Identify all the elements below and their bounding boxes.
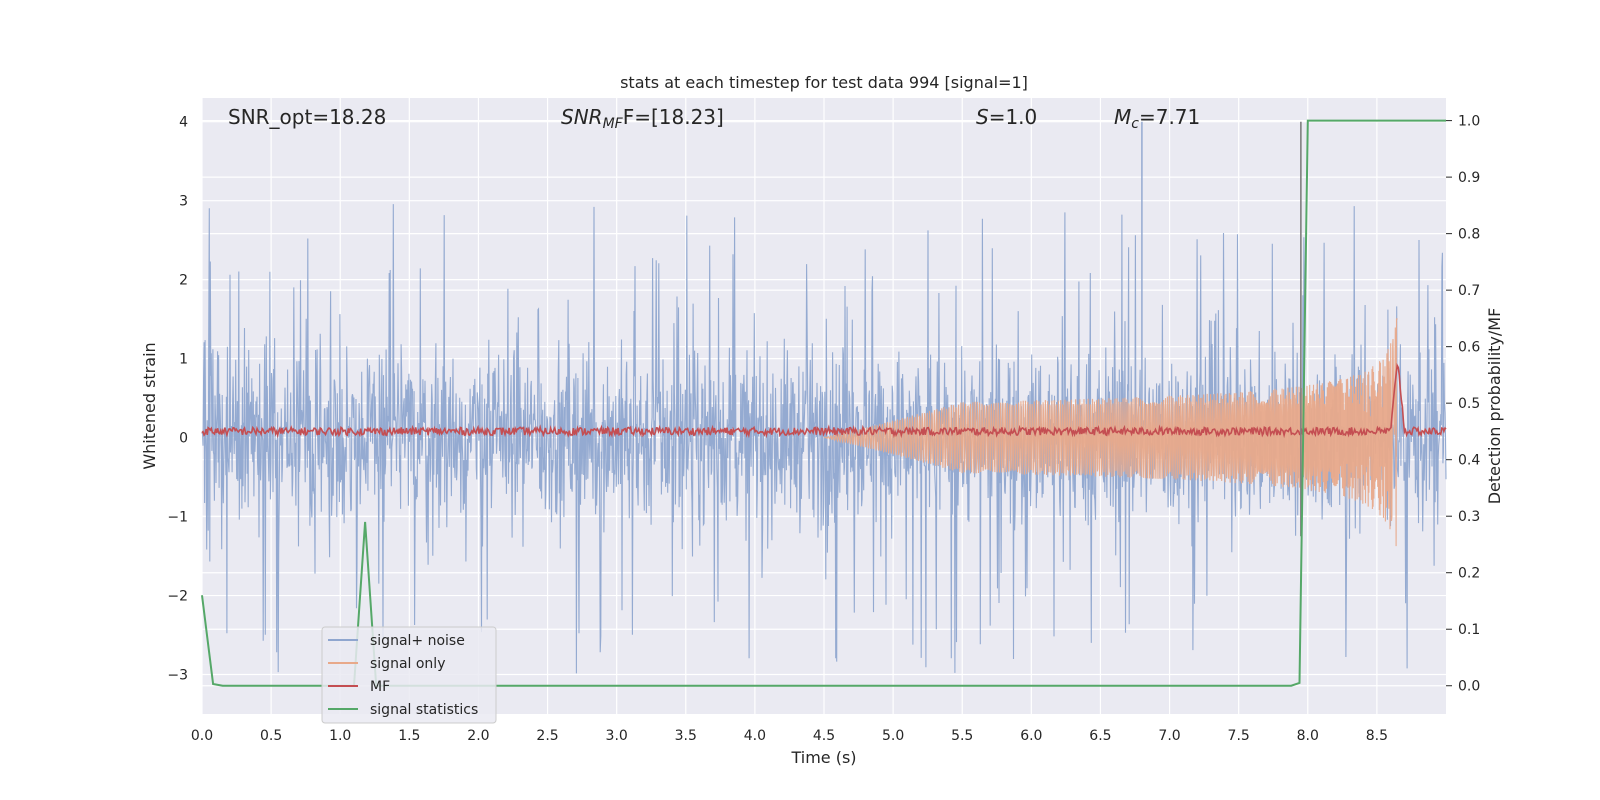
x-tick-label-7: 3.5 (675, 728, 697, 744)
right-y-tick-label-8: 0.8 (1458, 227, 1480, 243)
x-tick-label-14: 7.0 (1158, 728, 1180, 744)
y-axis-label: Whitened strain (140, 342, 159, 469)
annotation-snr-opt: SNR_opt=18.28 (228, 105, 386, 129)
x-tick-label-17: 8.5 (1366, 728, 1388, 744)
right-y-axis-label: Detection probability/MF (1485, 308, 1504, 505)
x-tick-label-6: 3.0 (606, 728, 628, 744)
plot-series (201, 119, 1447, 687)
y-tick-label-6: 3 (179, 194, 188, 210)
x-tick-label-5: 2.5 (536, 728, 558, 744)
x-tick-label-10: 5.0 (882, 728, 904, 744)
legend-label-mf: MF (370, 679, 390, 695)
right-y-tick-label-3: 0.3 (1458, 509, 1480, 525)
annotation-snr-mf: SNRMFF=[18.23] (561, 105, 724, 132)
y-tick-label-3: 0 (179, 431, 188, 447)
series-signal-statistics (201, 119, 1446, 687)
x-tick-label-12: 6.0 (1020, 728, 1042, 744)
right-y-tick-label-0: 0.0 (1458, 679, 1480, 695)
annotation-s: S=1.0 (976, 105, 1037, 129)
x-tick-label-16: 8.0 (1297, 728, 1319, 744)
y-tick-label-5: 2 (179, 273, 188, 289)
x-tick-label-9: 4.5 (813, 728, 835, 744)
right-y-tick-label-10: 1.0 (1458, 114, 1480, 130)
legend-label-signal-only: signal only (370, 656, 445, 672)
y-tick-label-4: 1 (179, 352, 188, 368)
x-tick-labels: 0.0 0.5 1.0 1.5 2.0 2.5 3.0 3.5 4.0 4.5 5.0 5.5 6.0 6… (191, 728, 1388, 744)
x-axis-label: Time (s) (790, 748, 856, 767)
legend: signal+ noise signal only MF signal stat… (321, 626, 497, 724)
right-y-tick-label-9: 0.9 (1458, 170, 1480, 186)
legend-box (321, 626, 497, 724)
right-y-tick-label-4: 0.4 (1458, 453, 1480, 469)
chart-title: stats at each timestep for test data 994… (620, 73, 1028, 92)
y-tick-label-7: 4 (179, 115, 188, 131)
right-y-tick-labels: 0.0 0.1 0.2 0.3 0.4 0.5 0.6 0.7 0.8 0.9 1.0 (1446, 114, 1480, 695)
x-tick-label-1: 0.5 (260, 728, 282, 744)
legend-label-signal-noise: signal+ noise (370, 633, 465, 649)
right-y-tick-label-1: 0.1 (1458, 622, 1480, 638)
series-mf (201, 362, 1447, 439)
x-tick-label-13: 6.5 (1089, 728, 1111, 744)
y-tick-label-2: −1 (167, 510, 188, 526)
x-tick-label-8: 4.0 (744, 728, 766, 744)
x-tick-label-2: 1.0 (329, 728, 351, 744)
x-tick-label-11: 5.5 (951, 728, 973, 744)
y-tick-labels: −3 −2 −1 0 1 2 3 4 (167, 115, 188, 684)
x-tick-label-3: 1.5 (398, 728, 420, 744)
right-y-tick-label-6: 0.6 (1458, 340, 1480, 356)
right-y-tick-label-5: 0.5 (1458, 396, 1480, 412)
right-y-tick-label-2: 0.2 (1458, 566, 1480, 582)
x-tick-label-15: 7.5 (1228, 728, 1250, 744)
x-tick-label-0: 0.0 (191, 728, 213, 744)
right-y-tick-label-7: 0.7 (1458, 283, 1480, 299)
y-tick-label-0: −3 (167, 668, 188, 684)
x-tick-label-4: 2.0 (467, 728, 489, 744)
legend-label-signal-statistics: signal statistics (370, 702, 478, 718)
annotation-mc: Mc=7.71 (1114, 105, 1200, 132)
y-tick-label-1: −2 (167, 589, 188, 605)
